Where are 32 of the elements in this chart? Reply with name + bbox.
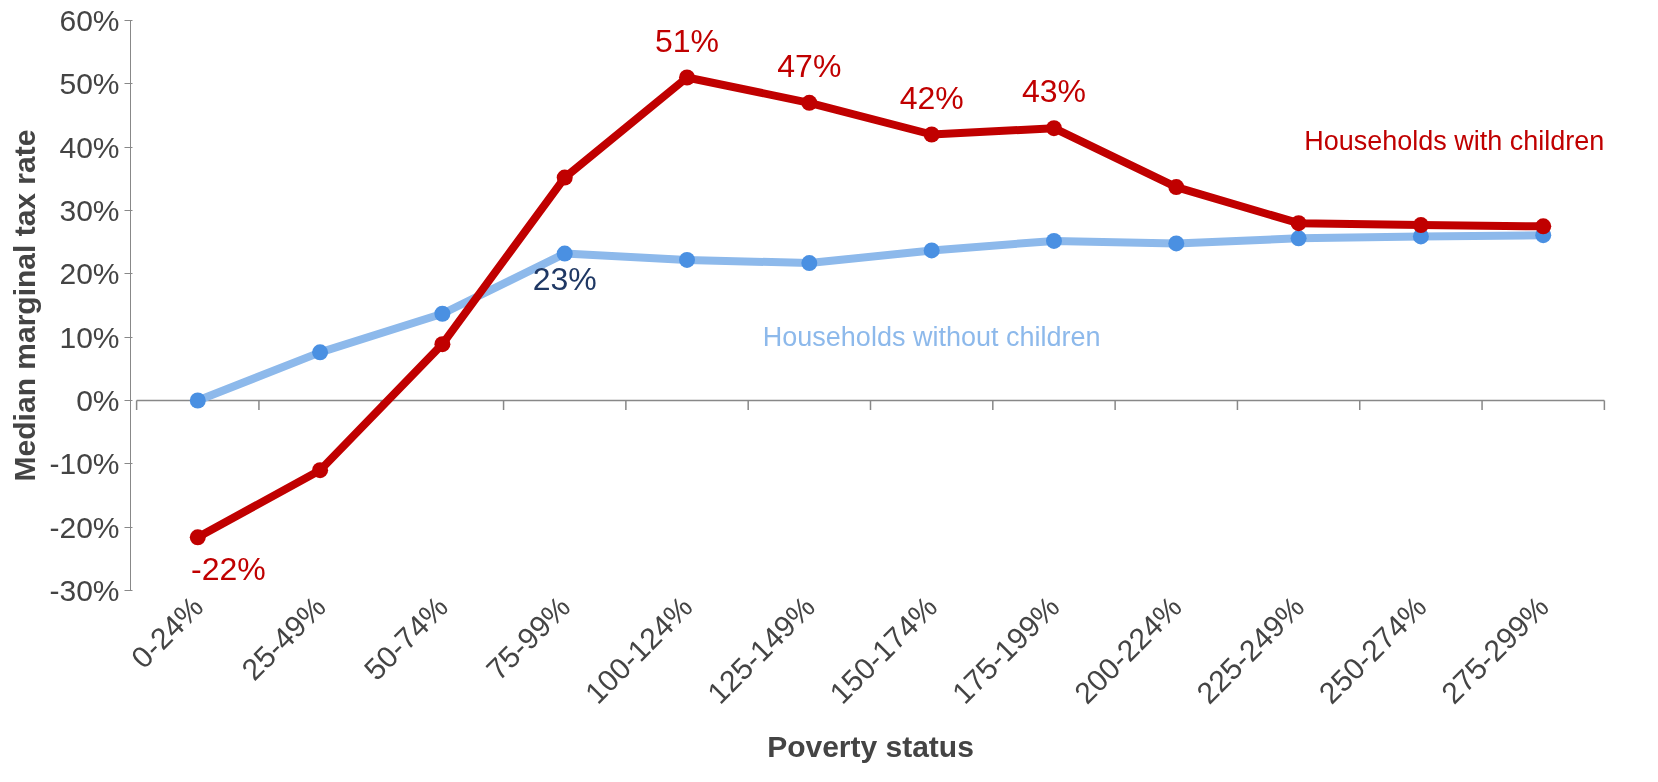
point [1412,217,1429,234]
y-tick-label: -20% [49,510,120,544]
point [801,94,818,111]
y-tick-label: 20% [59,257,120,291]
x-axis-title: Poverty status [767,729,974,763]
point [1168,179,1185,196]
text: Households without children [762,322,1101,353]
text: Households with children [1304,125,1605,156]
y-tick-label: -30% [49,574,120,607]
y-tick-label: 30% [59,194,120,227]
point [1290,215,1307,232]
point [1535,218,1552,235]
y-tick-label: 10% [59,320,120,354]
point [556,169,573,186]
data-label: -22% [191,550,266,587]
point [1045,120,1062,137]
data-label: 23% [532,260,597,297]
data-label: 42% [899,79,964,116]
data-label: 47% [777,47,842,84]
point [923,126,940,143]
data-label: 43% [1021,73,1086,110]
point [679,69,696,86]
y-tick-label: 50% [59,67,120,101]
y-tick-label: -10% [49,447,120,481]
y-tick-label: 60% [59,4,120,37]
y-tick-label: 0% [76,384,120,417]
point [312,462,329,479]
point [434,336,451,353]
data-label: 51% [655,22,720,59]
y-tick-label: 40% [59,130,120,164]
point [189,529,206,546]
y-axis-title: Median marginal tax rate [8,129,42,482]
